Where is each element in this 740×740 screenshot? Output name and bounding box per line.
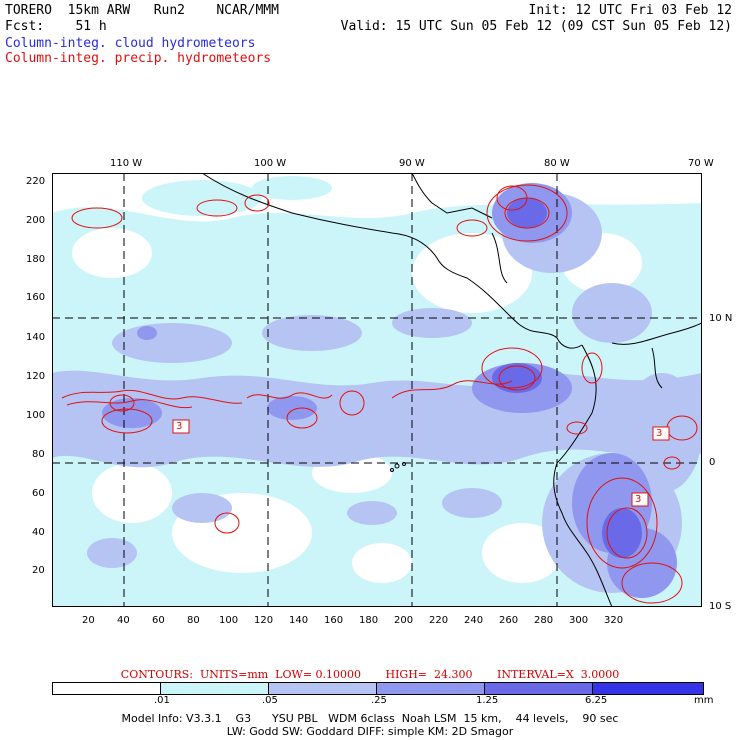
- model-title: TORERO 15km ARW Run2 NCAR/MMM: [5, 3, 279, 18]
- colorbar-seg-1: [161, 683, 269, 694]
- x-tick-label: 180: [359, 615, 379, 626]
- y-tick-label: 220: [26, 176, 46, 187]
- y-tick-label: 60: [32, 488, 45, 499]
- lat-label-10s: 10 S: [709, 601, 732, 612]
- x-tick-label: 280: [534, 615, 554, 626]
- y-tick-label: 160: [26, 292, 46, 303]
- colorbar-seg-2: [269, 683, 377, 694]
- x-tick-label: 40: [117, 615, 130, 626]
- lat-label-0: 0: [709, 457, 716, 468]
- y-tick-label: 100: [26, 410, 46, 421]
- valid-time: Valid: 15 UTC Sun 05 Feb 12 (09 CST Sun …: [340, 19, 732, 34]
- colorbar-seg-5: [593, 683, 703, 694]
- contour-box-label: 3: [656, 428, 663, 439]
- contours-info: CONTOURS: UNITS=mm LOW= 0.10000 HIGH= 24…: [120, 668, 620, 681]
- x-tick-label: 160: [324, 615, 344, 626]
- colorbar: [52, 682, 704, 695]
- x-tick-label: 100: [219, 615, 239, 626]
- x-tick-label: 260: [499, 615, 519, 626]
- model-info: Model Info: V3.3.1 G3 YSU PBL WDM 6class…: [121, 712, 619, 725]
- colorbar-units: mm: [694, 695, 714, 706]
- colorbar-label: .25: [371, 695, 387, 706]
- x-tick-label: 20: [82, 615, 95, 626]
- coastlines: [201, 173, 702, 607]
- y-tick-label: 120: [26, 371, 46, 382]
- lon-label-100w: 100 W: [254, 158, 287, 169]
- x-tick-label: 300: [569, 615, 589, 626]
- physics-info: LW: Godd SW: Goddard DIFF: simple KM: 2D…: [226, 725, 514, 738]
- precip-contours: [61, 184, 698, 604]
- y-tick-label: 140: [26, 332, 46, 343]
- x-tick-label: 120: [254, 615, 274, 626]
- forecast-hour: Fcst: 51 h: [5, 19, 107, 34]
- y-tick-label: 40: [32, 527, 45, 538]
- colorbar-label: .05: [262, 695, 278, 706]
- lon-label-70w: 70 W: [688, 158, 714, 169]
- colorbar-label: 1.25: [476, 695, 499, 706]
- map-plot: [52, 173, 702, 607]
- colorbar-label: 6.25: [585, 695, 608, 706]
- lon-label-90w: 90 W: [399, 158, 425, 169]
- init-time: Init: 12 UTC Fri 03 Feb 12: [528, 3, 733, 18]
- contour-label-boxes: [172, 419, 670, 507]
- contour-box-label: 3: [635, 494, 642, 505]
- colorbar-label: .01: [154, 695, 170, 706]
- x-tick-label: 140: [289, 615, 309, 626]
- x-tick-label: 80: [187, 615, 200, 626]
- lon-label-110w: 110 W: [110, 158, 143, 169]
- plot-frame: [52, 173, 702, 607]
- field-cloud-title: Column-integ. cloud hydrometeors: [5, 36, 256, 51]
- x-tick-label: 220: [429, 615, 449, 626]
- y-tick-label: 20: [32, 565, 45, 576]
- y-tick-label: 200: [26, 215, 46, 226]
- latlon-grid: [52, 173, 702, 607]
- x-tick-label: 200: [394, 615, 414, 626]
- colorbar-seg-4: [485, 683, 593, 694]
- x-tick-label: 60: [152, 615, 165, 626]
- colorbar-seg-0: [53, 683, 161, 694]
- y-tick-label: 180: [26, 254, 46, 265]
- x-tick-label: 320: [604, 615, 624, 626]
- lon-label-80w: 80 W: [544, 158, 570, 169]
- cloud-shading-strong: [492, 198, 642, 558]
- field-precip-title: Column-integ. precip. hydrometeors: [5, 51, 272, 66]
- colorbar-seg-3: [377, 683, 485, 694]
- x-tick-label: 240: [464, 615, 484, 626]
- lat-label-10n: 10 N: [709, 313, 733, 324]
- y-tick-label: 80: [32, 449, 45, 460]
- contour-box-label: 3: [176, 421, 183, 432]
